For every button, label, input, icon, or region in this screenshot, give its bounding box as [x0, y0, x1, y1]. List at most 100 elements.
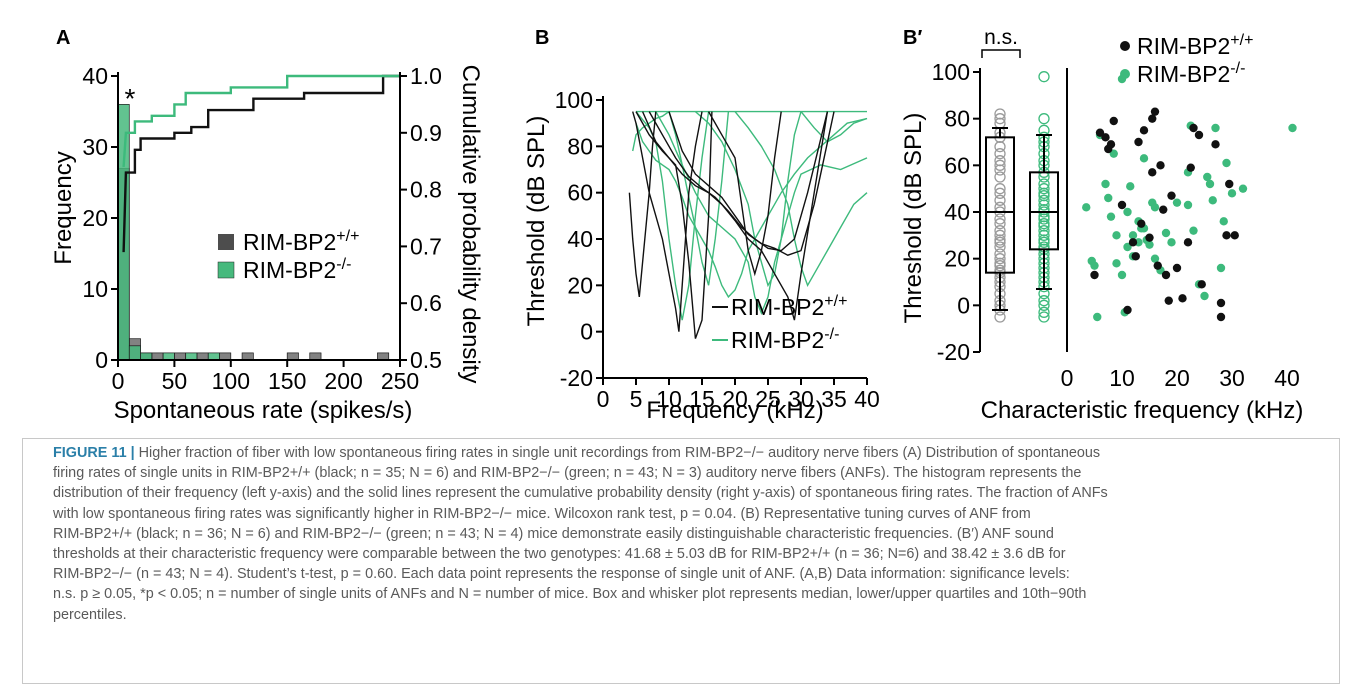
panel-bp-box-point-ko — [1038, 124, 1050, 136]
panel-a-bar-wt — [174, 352, 187, 361]
panel-bp-point-wt — [1109, 116, 1118, 126]
panel-b-y-tick-label: -20 — [560, 365, 593, 391]
panel-bp-point-ko — [1222, 158, 1231, 168]
panel-a-axes: 0 10 20 30 40 0.5 0.6 0.7 0.8 0.9 1.0 0 50 100 150 200 2… — [82, 63, 442, 394]
panel-b-y-tick-label: 100 — [555, 87, 593, 113]
caption-line-3: distribution of their frequency (left y-… — [53, 485, 1108, 502]
panel-b-legend-label-wt: RIM-BP2+/+ — [731, 293, 847, 320]
panel-bp-point-wt — [1148, 114, 1157, 123]
panel-b-legend: RIM-BP2+/+ RIM-BP2-/- — [712, 293, 847, 353]
panel-bp-point-ko — [1106, 212, 1116, 221]
panel-bp-box-point-wt — [994, 229, 1006, 241]
panel-a-bar-ko — [128, 345, 141, 361]
panel-b-y-tick-label: 20 — [567, 272, 593, 298]
panel-a-x-axis-label: Spontaneous rate (spikes/s) — [114, 397, 413, 424]
panel-bp-x-tick-label: 0 — [1061, 365, 1074, 391]
panel-bp-box-point-wt — [994, 241, 1006, 253]
panel-bp-box — [985, 136, 1015, 274]
panel-b-x-tick-label: 5 — [630, 386, 643, 412]
panel-bp-point-ko — [1161, 228, 1171, 238]
panel-b-x-tick-label: 15 — [689, 386, 715, 412]
panel-bp-point-ko — [1112, 259, 1121, 268]
panel-bp-ns-bracket — [981, 49, 1021, 58]
panel-b-legend-label-ko: RIM-BP2-/- — [731, 326, 839, 353]
panel-a-bar-ko — [140, 352, 153, 361]
panel-bp-box-point-ko — [1038, 234, 1050, 246]
panel-b-curve-ko — [734, 111, 868, 287]
panel-bp-point-ko — [1145, 240, 1154, 249]
panel-b-x-tick-label: 35 — [821, 386, 847, 412]
panel-b-curve-wt — [632, 111, 703, 332]
panel-bp-point-ko — [1150, 203, 1160, 212]
panel-a-histogram: 0 10 20 30 40 0.5 0.6 0.7 0.8 0.9 1.0 0 50 100 150 200 2… — [50, 63, 484, 424]
panel-bp-point-ko — [1238, 184, 1248, 193]
panel-bp-box-point-ko — [1038, 229, 1050, 241]
caption-line-8: n.s. p ≥ 0.05, *p < 0.05; n = number of … — [53, 586, 1087, 603]
panel-bp-point-wt — [1106, 140, 1116, 149]
panel-label-a: A — [56, 27, 70, 49]
panel-bp-point-wt — [1216, 298, 1226, 308]
panel-bp-point-ko — [1216, 263, 1226, 273]
panel-bp-point-ko — [1183, 200, 1193, 210]
panel-bp-point-ko — [1172, 198, 1182, 207]
panel-a-x-tick-label: 150 — [268, 368, 306, 394]
panel-bp-thresholds: -20 0 20 40 60 80 100 0 10 20 30 40 n.s. Threshold … — [900, 26, 1303, 424]
panel-a-y2-tick-label: 0.6 — [410, 290, 442, 316]
panel-bp-box — [1029, 171, 1059, 251]
panel-a-bar-ko — [162, 352, 175, 361]
panel-label-b: B — [535, 27, 549, 49]
panel-b-curve-ko — [655, 111, 868, 315]
panel-bp-point-ko — [1126, 182, 1135, 191]
panel-bp-point-wt — [1148, 168, 1157, 177]
panel-a-bar-ko — [207, 352, 220, 361]
panel-b-x-axis-label: Frequency (kHz) — [646, 397, 823, 424]
panel-bp-box-point-wt — [994, 225, 1006, 237]
panel-a-y-axis-label: Frequency — [50, 151, 77, 264]
caption-box: FIGURE 11 | Higher fraction of fiber wit… — [22, 438, 1340, 684]
panel-bp-point-ko — [1208, 196, 1217, 205]
panel-bp-point-wt — [1194, 130, 1204, 140]
caption-line-2: firing rates of single units in RIM-BP2+… — [53, 465, 1082, 482]
panel-bp-point-ko — [1288, 123, 1297, 133]
panel-bp-point-ko — [1189, 226, 1198, 235]
caption-line-9: percentiles. — [53, 606, 127, 623]
panel-bp-point-wt — [1167, 191, 1176, 200]
panel-bp-point-ko — [1203, 172, 1212, 182]
panel-b-curve-ko — [800, 111, 868, 143]
panel-bp-x-tick-label: 40 — [1274, 365, 1300, 391]
panel-bp-box-points — [994, 71, 1050, 323]
caption-figure-label: FIGURE 11 | — [53, 445, 135, 461]
panel-bp-box-point-wt — [994, 171, 1006, 183]
panel-a-y2-tick-label: 0.5 — [410, 347, 442, 373]
panel-b-curves-ko — [632, 110, 868, 321]
panel-bp-point-ko — [1082, 203, 1091, 212]
panel-bp-y-tick-label: 20 — [944, 246, 970, 272]
panel-label-bp: B′ — [903, 27, 922, 49]
panel-b-y-axis-label: Threshold (dB SPL) — [523, 116, 550, 327]
panel-a-x-tick-label: 0 — [112, 368, 125, 394]
panel-bp-y-tick-label: 60 — [944, 152, 970, 178]
panel-a-cdf-ko — [122, 74, 400, 167]
panel-a-bar-wt — [309, 352, 322, 361]
panel-bp-legend: RIM-BP2+/+ RIM-BP2-/- — [1120, 32, 1253, 87]
panel-a-y-tick-label: 30 — [82, 134, 108, 160]
panel-b-x-tick-label: 40 — [854, 386, 880, 412]
panel-bp-point-ko — [1200, 291, 1209, 301]
panel-bp-point-wt — [1150, 107, 1160, 116]
panel-bp-legend-label-wt: RIM-BP2+/+ — [1137, 32, 1253, 59]
panel-b-y-tick-label: 40 — [567, 226, 593, 252]
panel-bp-y-tick-label: 80 — [944, 106, 970, 132]
caption-line-4: with low spontaneous firing rates was si… — [53, 505, 1031, 522]
panel-bp-box-point-ko — [1038, 311, 1050, 323]
panel-bp-x-tick-label: 20 — [1164, 365, 1190, 391]
panel-bp-point-ko — [1101, 179, 1110, 189]
panel-b-curves-wt — [628, 111, 835, 339]
panel-a-y2-axis-label: Cumulative probability density — [457, 65, 484, 384]
panel-b-curve-wt — [707, 111, 782, 277]
panel-a-star-annotation: * — [125, 83, 136, 114]
panel-bp-point-wt — [1159, 205, 1168, 214]
panel-a-cdf-wt — [122, 74, 400, 253]
panel-b-y-tick-label: 80 — [567, 133, 593, 159]
panel-b-x-tick-label: 10 — [656, 386, 682, 412]
panel-bp-scatter-ko — [1082, 74, 1297, 322]
